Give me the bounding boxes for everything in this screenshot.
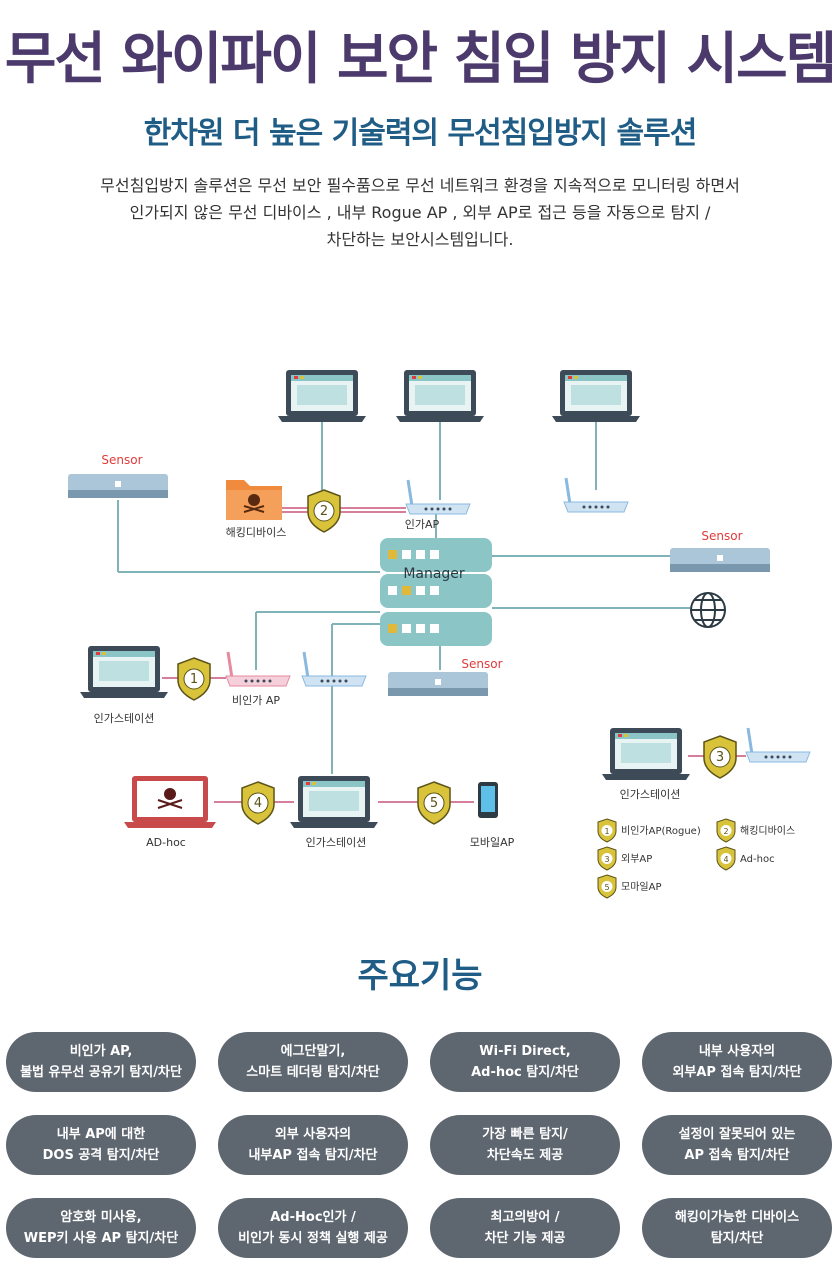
feature-pill: 암호화 미사용, WEP키 사용 AP 탐지/차단 — [6, 1198, 196, 1258]
feature-line: 가장 빠른 탐지/ — [482, 1127, 568, 1142]
feature-pill: 비인가 AP, 불법 유무선 공유기 탐지/차단 — [6, 1032, 196, 1092]
feature-pill: 외부 사용자의 내부AP 접속 탐지/차단 — [218, 1115, 408, 1175]
shield-number: 3 — [716, 750, 724, 765]
feature-pill: 내부 AP에 대한 DOS 공격 탐지/차단 — [6, 1115, 196, 1175]
description-line: 인가되지 않은 무선 디바이스 , 내부 Rogue AP , 외부 AP로 접… — [129, 203, 711, 222]
legend-label: Ad-hoc — [740, 854, 775, 865]
feature-line: 내부 사용자의 — [698, 1044, 776, 1059]
feature-line: 차단속도 제공 — [486, 1148, 564, 1163]
sensor-label: Sensor — [461, 657, 502, 671]
adhoc-laptop-icon — [124, 776, 216, 828]
sensor-icon — [388, 672, 488, 696]
feature-line: Ad-Hoc인가 / — [270, 1210, 356, 1225]
page-subtitle: 한차원 더 높은 기술력의 무선침입방지 솔루션 — [143, 116, 698, 151]
legend-label: 비인가AP(Rogue) — [621, 825, 701, 837]
feature-line: 내부AP 접속 탐지/차단 — [248, 1148, 378, 1163]
adhoc-label: AD-hoc — [146, 836, 186, 849]
feature-line: WEP키 사용 AP 탐지/차단 — [23, 1231, 179, 1246]
feature-line: 내부 AP에 대한 — [56, 1127, 146, 1142]
feature-line: 불법 유무선 공유기 탐지/차단 — [20, 1065, 182, 1080]
feature-line: Ad-hoc 탐지/차단 — [471, 1065, 579, 1080]
unauthorized-ap-label: 비인가 AP — [232, 694, 280, 707]
feature-line: Wi-Fi Direct, — [479, 1044, 571, 1059]
laptop-icon — [602, 728, 690, 780]
feature-line: 차단 기능 제공 — [484, 1231, 566, 1246]
manager-server — [380, 538, 492, 646]
globe-icon — [690, 592, 726, 628]
hacking-device-label: 해킹디바이스 — [226, 525, 287, 539]
sensor-label: Sensor — [101, 453, 142, 467]
laptop-icon — [396, 370, 484, 422]
legend-item: 1 비인가AP(Rogue) — [597, 818, 701, 843]
feature-line: 해킹이가능한 디바이스 — [674, 1210, 800, 1225]
network-diagram: Sensor Sensor Sensor 해킹디바이스 2 인가AP Manag… — [68, 370, 812, 899]
shield-number: 1 — [190, 672, 198, 687]
authorized-station-label: 인가스테이션 — [94, 712, 155, 725]
feature-pill: Wi-Fi Direct, Ad-hoc 탐지/차단 — [430, 1032, 620, 1092]
page-title: 무선 와이파이 보안 침입 방지 시스템 — [4, 27, 837, 92]
legend-label: 외부AP — [621, 853, 652, 865]
feature-line: 외부AP 접속 탐지/차단 — [672, 1065, 802, 1080]
feature-pill: 에그단말기, 스마트 테더링 탐지/차단 — [218, 1032, 408, 1092]
feature-line: 비인가 AP, — [69, 1044, 133, 1059]
legend-number: 5 — [604, 883, 609, 892]
manager-label: Manager — [403, 566, 465, 582]
feature-pill: Ad-Hoc인가 / 비인가 동시 정책 실행 제공 — [218, 1198, 408, 1258]
authorized-station-label: 인가스테이션 — [306, 836, 367, 849]
shield-number: 2 — [320, 504, 328, 519]
legend-label: 모마일AP — [621, 881, 661, 893]
feature-pill: 최고의방어 / 차단 기능 제공 — [430, 1198, 620, 1258]
shield-number: 4 — [254, 796, 262, 811]
legend-item: 5 모마일AP — [597, 874, 661, 899]
laptop-icon — [80, 646, 168, 698]
description-line: 무선침입방지 솔루션은 무선 보안 필수품으로 무선 네트워크 환경을 지속적으… — [100, 176, 740, 195]
access-point-icon — [404, 478, 472, 516]
access-point-icon — [300, 650, 368, 688]
authorized-ap-label: 인가AP — [405, 518, 440, 531]
authorized-station-label: 인가스테이션 — [620, 788, 681, 801]
feature-line: 비인가 동시 정책 실행 제공 — [238, 1231, 388, 1246]
legend: 1 비인가AP(Rogue) 2 해킹디바이스 3 외부AP 4 Ad-hoc … — [597, 818, 795, 899]
feature-line: 최고의방어 / — [490, 1210, 560, 1225]
legend-item: 2 해킹디바이스 — [716, 818, 795, 843]
rogue-access-point-icon — [224, 650, 292, 688]
sensor-icon — [670, 548, 770, 572]
legend-number: 2 — [723, 827, 728, 836]
legend-number: 3 — [604, 855, 609, 864]
feature-pill: 내부 사용자의 외부AP 접속 탐지/차단 — [642, 1032, 832, 1092]
feature-line: AP 접속 탐지/차단 — [684, 1148, 790, 1163]
feature-pill: 가장 빠른 탐지/ 차단속도 제공 — [430, 1115, 620, 1175]
feature-line: 암호화 미사용, — [60, 1210, 142, 1225]
laptop-icon — [290, 776, 378, 828]
feature-line: 탐지/차단 — [710, 1231, 764, 1246]
legend-number: 4 — [723, 855, 728, 864]
legend-item: 3 외부AP — [597, 846, 652, 871]
description-line: 차단하는 보안시스템입니다. — [326, 230, 514, 249]
laptop-icon — [278, 370, 366, 422]
shield-number: 5 — [430, 796, 438, 811]
feature-line: DOS 공격 탐지/차단 — [42, 1148, 160, 1163]
folder-icon — [226, 480, 282, 520]
feature-line: 스마트 테더링 탐지/차단 — [246, 1065, 380, 1080]
feature-line: 에그단말기, — [280, 1044, 346, 1059]
legend-number: 1 — [604, 827, 609, 836]
access-point-icon — [744, 726, 812, 764]
feature-pill: 해킹이가능한 디바이스 탐지/차단 — [642, 1198, 832, 1258]
sensor-label: Sensor — [701, 529, 742, 543]
feature-line: 설정이 잘못되어 있는 — [678, 1127, 796, 1142]
description: 무선침입방지 솔루션은 무선 보안 필수품으로 무선 네트워크 환경을 지속적으… — [60, 172, 780, 253]
features-section-title: 주요기능 — [357, 956, 483, 996]
legend-label: 해킹디바이스 — [740, 824, 795, 837]
laptop-icon — [552, 370, 640, 422]
feature-line: 외부 사용자의 — [274, 1127, 352, 1142]
connection-lines — [117, 422, 720, 774]
mobile-ap-label: 모바일AP — [470, 835, 515, 849]
feature-pill: 설정이 잘못되어 있는 AP 접속 탐지/차단 — [642, 1115, 832, 1175]
legend-item: 4 Ad-hoc — [716, 846, 775, 871]
smartphone-icon — [478, 782, 498, 818]
sensor-icon — [68, 474, 168, 498]
